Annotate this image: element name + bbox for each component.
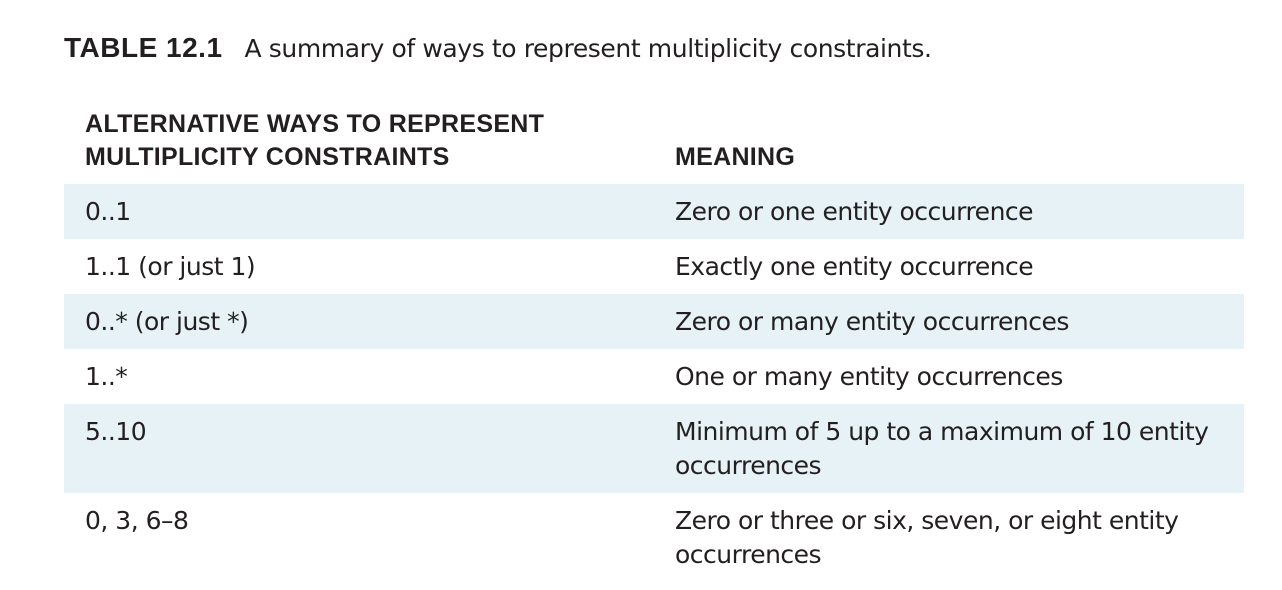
meaning-cell: Minimum of 5 up to a maximum of 10 entit… [675,417,1209,480]
table-row: 0, 3, 6–8 Zero or three or six, seven, o… [64,493,1244,582]
table-row: 1..1 (or just 1) Exactly one entity occu… [64,239,1244,294]
constraint-cell: 0..1 [85,197,131,226]
meaning-cell: Zero or one entity occurrence [675,197,1034,226]
table-caption: TABLE 12.1 A summary of ways to represent… [64,30,932,67]
table-label: TABLE 12.1 [64,32,223,63]
meaning-cell: One or many entity occurrences [675,362,1063,391]
meaning-cell: Zero or many entity occurrences [675,307,1069,336]
constraint-cell: 0, 3, 6–8 [85,506,189,535]
constraint-cell: 0..* (or just *) [85,307,249,336]
meaning-cell: Zero or three or six, seven, or eight en… [675,506,1179,569]
table-header: ALTERNATIVE WAYS TO REPRESENT MULTIPLICI… [64,110,1244,184]
meaning-cell: Exactly one entity occurrence [675,252,1034,281]
table-row: 0..1 Zero or one entity occurrence [64,184,1244,239]
constraint-cell: 5..10 [85,417,147,446]
constraint-cell: 1..* [85,362,128,391]
table-row: 1..* One or many entity occurrences [64,349,1244,404]
multiplicity-table: ALTERNATIVE WAYS TO REPRESENT MULTIPLICI… [64,110,1244,582]
table-row: 0..* (or just *) Zero or many entity occ… [64,294,1244,349]
column-header-meaning: MEANING [675,143,796,171]
column-header-constraints: ALTERNATIVE WAYS TO REPRESENT MULTIPLICI… [85,110,545,171]
constraint-cell: 1..1 (or just 1) [85,252,256,281]
table-caption-text: A summary of ways to represent multiplic… [244,34,932,63]
table-row: 5..10 Minimum of 5 up to a maximum of 10… [64,404,1244,493]
